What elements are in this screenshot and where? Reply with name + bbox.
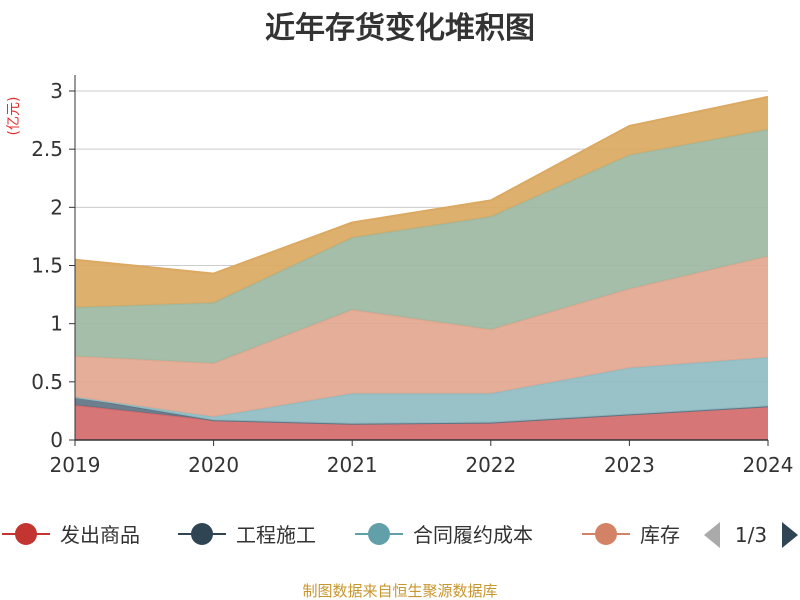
legend-label: 发出商品	[60, 523, 140, 547]
y-unit-label: (亿元)	[6, 97, 22, 136]
x-tick-label: 2019	[50, 453, 101, 477]
area-series-fill	[75, 357, 768, 424]
legend-item[interactable]: 库存	[582, 523, 680, 547]
x-tick-label: 2024	[743, 453, 794, 477]
legend-marker	[368, 523, 390, 545]
y-tick-label: 3	[50, 79, 63, 103]
y-tick-label: 0.5	[31, 370, 63, 394]
axes: 0 0.5 1 1.5 2 2.5 3 2019 2020 2021 2022 2023 2024	[31, 75, 793, 477]
legend-item[interactable]: 工程施工	[178, 523, 316, 547]
area-series-fill	[75, 405, 768, 440]
area-series	[74, 95, 769, 440]
legend-label: 库存	[640, 523, 680, 547]
legend-marker	[15, 523, 37, 545]
y-tick-label: 2.5	[31, 137, 63, 161]
y-tick-label: 2	[50, 195, 63, 219]
data-source: 制图数据来自恒生聚源数据库	[302, 582, 497, 600]
legend-label: 工程施工	[236, 523, 316, 547]
y-tick-label: 1.5	[31, 254, 63, 278]
x-tick-label: 2023	[604, 453, 655, 477]
legend-next-page-icon[interactable]	[782, 522, 798, 548]
legend-item[interactable]: 合同履约成本	[355, 523, 533, 547]
legend-prev-page-icon[interactable]	[704, 522, 720, 548]
chart-title: 近年存货变化堆积图	[265, 11, 535, 46]
area-series-line	[74, 95, 769, 275]
legend-marker	[191, 523, 213, 545]
legend-item[interactable]: 发出商品	[2, 523, 140, 547]
legend-label: 合同履约成本	[413, 523, 533, 547]
area-series-fill	[75, 256, 768, 417]
x-tick-label: 2021	[327, 453, 378, 477]
area-series-fill	[75, 129, 768, 364]
area-series-fill	[75, 96, 768, 308]
x-tick-label: 2020	[188, 453, 239, 477]
legend-marker	[595, 523, 617, 545]
y-tick-label: 0	[50, 428, 63, 452]
x-tick-label: 2022	[465, 453, 516, 477]
legend[interactable]: 发出商品 工程施工 合同履约成本 库存 1/3	[2, 522, 798, 548]
y-tick-label: 1	[50, 312, 63, 336]
legend-page-indicator: 1/3	[735, 523, 767, 547]
